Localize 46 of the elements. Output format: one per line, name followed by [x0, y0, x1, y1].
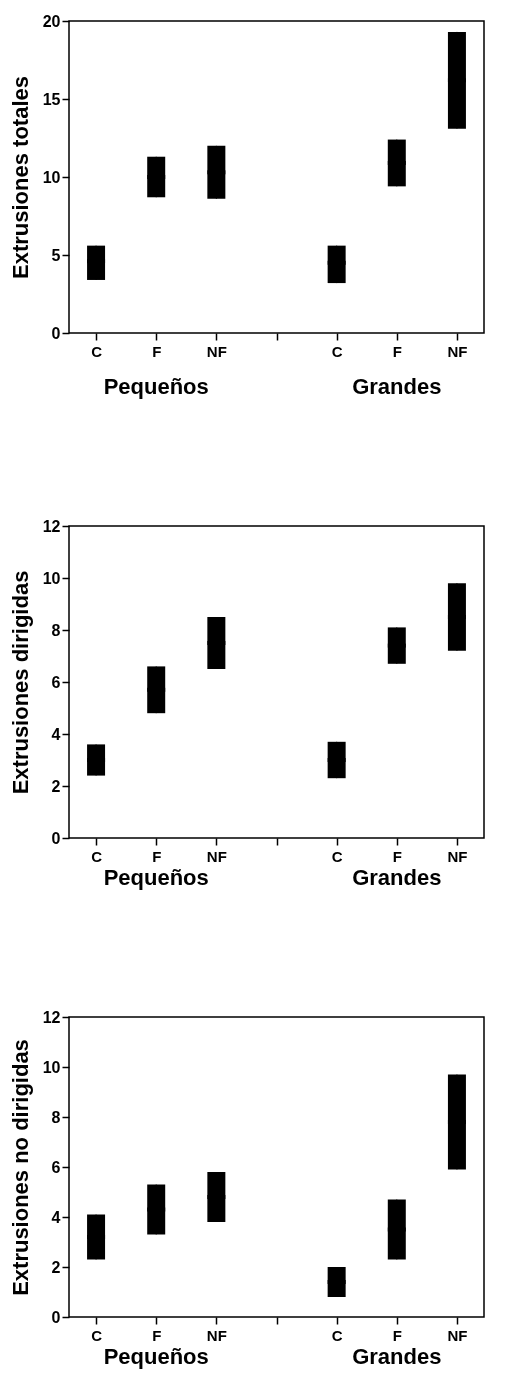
- y-tick-label: 6: [51, 673, 61, 691]
- y-axis-title: Extrusiones no dirigidas: [7, 1039, 33, 1296]
- y-tick-label: 10: [42, 569, 61, 587]
- y-tick-label: 12: [42, 517, 61, 535]
- y-tick-label: 5: [51, 246, 61, 264]
- text: Grandes: [352, 374, 442, 399]
- y-tick-label: 8: [51, 1108, 61, 1126]
- y-tick-label: 8: [51, 621, 61, 639]
- x-tick-label: F: [152, 847, 162, 865]
- y-tick-label: 0: [51, 324, 61, 342]
- x-tick-label: F: [392, 342, 402, 360]
- x-tick-label: NF: [206, 847, 227, 865]
- y-tick-label: 0: [51, 1308, 61, 1326]
- x-tick-label: F: [392, 1326, 402, 1344]
- x-tick-label: C: [91, 847, 103, 865]
- text: Grandes: [352, 1344, 442, 1369]
- text: Pequeños: [103, 865, 209, 890]
- y-tick-label: 15: [42, 90, 61, 108]
- y-tick-label: 12: [42, 1008, 61, 1026]
- x-tick-label: NF: [447, 342, 468, 360]
- x-tick-label: C: [331, 1326, 343, 1344]
- x-tick-label: F: [152, 342, 162, 360]
- text: Pequeños: [103, 374, 209, 399]
- y-tick-label: 2: [51, 777, 61, 795]
- y-tick-label: 4: [51, 1208, 61, 1226]
- x-tick-label: C: [331, 342, 343, 360]
- y-axis-title: Extrusiones dirigidas: [7, 570, 33, 795]
- x-tick-label: NF: [206, 342, 227, 360]
- y-tick-label: 0: [51, 829, 61, 847]
- y-tick-label: 20: [42, 12, 61, 30]
- text: Pequeños: [103, 1344, 209, 1369]
- y-tick-label: 10: [42, 1058, 61, 1076]
- x-tick-label: NF: [447, 847, 468, 865]
- y-tick-label: 2: [51, 1258, 61, 1276]
- x-tick-label: C: [91, 1326, 103, 1344]
- y-tick-label: 10: [42, 168, 61, 186]
- x-tick-label: NF: [447, 1326, 468, 1344]
- x-tick-label: NF: [206, 1326, 227, 1344]
- x-tick-label: F: [152, 1326, 162, 1344]
- y-tick-label: 6: [51, 1158, 61, 1176]
- x-tick-label: C: [91, 342, 103, 360]
- x-tick-label: F: [392, 847, 402, 865]
- text: Grandes: [352, 865, 442, 890]
- x-tick-label: C: [331, 847, 343, 865]
- y-axis-title: Extrusiones totales: [7, 76, 33, 279]
- y-tick-label: 4: [51, 725, 61, 743]
